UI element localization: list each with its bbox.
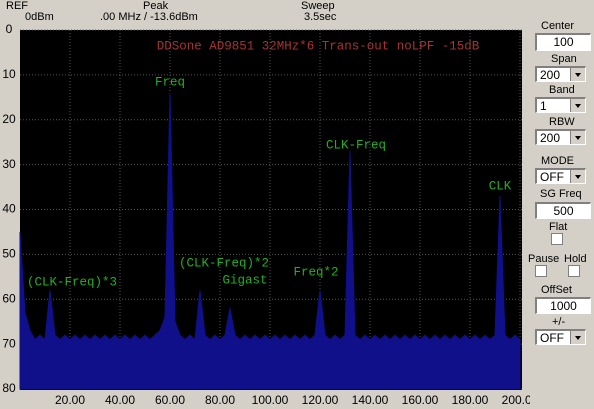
ref-value: 0dBm [25,11,54,23]
y-tick-label: 80 [2,381,16,395]
annotation: Gigast [222,273,267,287]
x-tick-label: 180.00 [452,393,489,407]
chart: DDSone AD9851 32MHz*6 Trans-out noLPF -1… [2,22,530,407]
sweep-label: Sweep [301,0,335,12]
flat-label: Flat [549,221,568,233]
y-tick-label: 70 [2,336,16,350]
x-tick-label: 20.00 [55,393,85,407]
annotation: Freq [155,75,185,89]
annotation: (CLK-Freq)*3 [27,275,117,289]
sign-select[interactable]: OFF [535,329,586,345]
y-tick-label: 40 [2,202,16,216]
mode-select[interactable]: OFF [535,168,586,184]
x-tick-label: 100.00 [252,393,289,407]
center-input[interactable]: 100 [535,33,591,51]
x-tick-label: 160.00 [402,393,439,407]
mode-value: OFF [540,170,564,184]
y-tick-label: 10 [2,67,16,81]
annotation: CLK [489,179,512,193]
x-tick-label: 80.00 [205,393,235,407]
dropdown-arrow[interactable] [570,331,585,344]
offset-label: OffSet [541,284,572,296]
offset-input[interactable]: 1000 [535,297,591,314]
pause-label: Pause [528,253,560,265]
dropdown-arrow[interactable] [570,170,585,183]
x-tick-label: 40.00 [105,393,135,407]
sign-label: +/- [552,316,566,328]
x-tick-label: 120.00 [302,393,339,407]
flat-checkbox[interactable] [551,233,563,245]
dropdown-arrow[interactable] [570,68,585,81]
y-tick-label: 20 [2,112,16,126]
x-tick-label: 60.00 [155,393,185,407]
peak-value: .00 MHz / -13.6dBm [100,11,198,23]
center-label: Center [541,20,575,32]
dropdown-arrow[interactable] [570,131,585,144]
sg-freq-label: SG Freq [540,188,582,200]
band-label: Band [549,84,575,96]
x-tick-label: 200.00 [502,393,530,407]
annotation: CLK-Freq [326,138,386,152]
band-value: 1 [540,99,547,113]
dropdown-arrow[interactable] [570,99,585,112]
span-label: Span [551,53,577,65]
chart-title: DDSone AD9851 32MHz*6 Trans-out noLPF -1… [157,39,480,53]
rbw-label: RBW [549,116,575,128]
spectrum-area [19,92,521,390]
y-tick-label: 0 [6,22,13,36]
y-tick-label: 30 [2,157,16,171]
annotation: (CLK-Freq)*2 [179,256,269,270]
rbw-select[interactable]: 200 [535,129,586,145]
sweep-value: 3.5sec [304,11,337,23]
y-tick-label: 60 [2,291,16,305]
plot-background [20,30,522,390]
hold-label: Hold [564,253,587,265]
ref-label: REF [6,0,28,12]
span-value: 200 [540,68,561,82]
band-select[interactable]: 1 [535,97,586,113]
y-tick-label: 50 [2,247,16,261]
hold-checkbox[interactable] [568,265,580,277]
x-tick-label: 140.00 [352,393,389,407]
mode-label: MODE [541,155,574,167]
sign-value: OFF [540,331,564,345]
pause-checkbox[interactable] [535,265,547,277]
rbw-value: 200 [540,131,561,145]
annotation: Freq*2 [293,265,338,279]
span-select[interactable]: 200 [535,66,586,82]
sg-freq-input[interactable]: 500 [535,202,591,219]
peak-label: Peak [143,0,169,12]
